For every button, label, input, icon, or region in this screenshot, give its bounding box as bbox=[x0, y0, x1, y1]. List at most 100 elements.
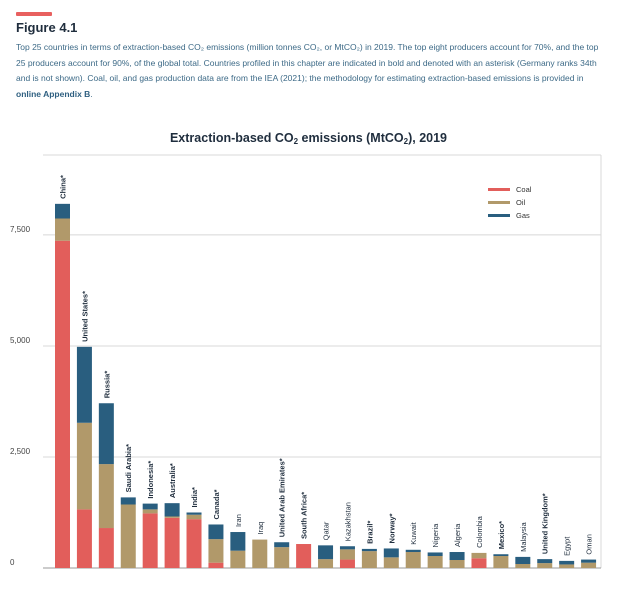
bar-segment-oil bbox=[405, 552, 421, 568]
legend-swatch-gas bbox=[488, 214, 510, 217]
bar-segment-gas bbox=[274, 542, 290, 548]
y-tick-label: 7,500 bbox=[10, 225, 31, 234]
bar-segment-coal bbox=[76, 509, 92, 568]
bar-segment-oil bbox=[471, 552, 487, 559]
bar-segment-gas bbox=[76, 346, 92, 423]
bar-segment-gas bbox=[581, 559, 597, 563]
country-label: Mexico* bbox=[497, 521, 506, 549]
country-label: Oman bbox=[585, 534, 594, 554]
country-label: China* bbox=[59, 175, 68, 199]
country-label: Saudi Arabia* bbox=[124, 444, 133, 493]
bar-segment-oil bbox=[537, 563, 553, 568]
bar-segment-oil bbox=[120, 504, 136, 568]
y-tick-label: 2,500 bbox=[10, 447, 31, 456]
figure-label: Figure 4.1 bbox=[16, 20, 78, 35]
bar-segment-oil bbox=[252, 539, 268, 568]
country-label: Nigeria bbox=[431, 523, 440, 548]
country-label: Kazakhstan bbox=[343, 502, 352, 541]
country-label: Norway* bbox=[387, 513, 396, 543]
bar-segment-coal bbox=[296, 544, 312, 568]
bar-segment-coal bbox=[164, 517, 180, 568]
country-label: Iran bbox=[234, 514, 243, 527]
legend-label-gas: Gas bbox=[516, 211, 530, 220]
legend-label-oil: Oil bbox=[516, 198, 526, 207]
bar-segment-gas bbox=[339, 546, 355, 550]
bar-segment-oil bbox=[55, 218, 70, 241]
country-label: Canada* bbox=[212, 489, 221, 519]
y-tick-label: 5,000 bbox=[10, 336, 31, 345]
country-label: Russia* bbox=[102, 371, 111, 399]
bar-segment-oil bbox=[142, 509, 158, 514]
bar-segment-gas bbox=[318, 545, 334, 560]
country-label: United States* bbox=[80, 291, 89, 342]
country-label: Algeria bbox=[453, 523, 462, 547]
bar-segment-gas bbox=[164, 503, 180, 517]
bar-segment-gas bbox=[537, 559, 553, 564]
bar-segment-gas bbox=[383, 548, 399, 558]
country-label: India* bbox=[190, 487, 199, 508]
bar-segment-coal bbox=[208, 562, 224, 568]
bar-segment-gas bbox=[493, 554, 509, 557]
bar-segment-gas bbox=[361, 548, 377, 552]
legend-swatch-coal bbox=[488, 188, 510, 191]
bar-segment-gas bbox=[208, 524, 224, 540]
bar-segment-oil bbox=[383, 557, 399, 568]
country-label: United Arab Emirates* bbox=[278, 458, 287, 537]
appendix-link[interactable]: online Appendix B bbox=[16, 88, 91, 99]
bar-segment-coal bbox=[55, 240, 70, 568]
bar-segment-coal bbox=[186, 519, 202, 568]
bar-segment-oil bbox=[208, 539, 224, 563]
bar-segment-coal bbox=[471, 558, 487, 568]
bar-segment-gas bbox=[55, 203, 70, 219]
country-label: Iraq bbox=[256, 522, 265, 535]
bar-segment-oil bbox=[186, 514, 202, 520]
chart-title-sub: 2 bbox=[293, 137, 299, 146]
bar-segment-oil bbox=[76, 422, 92, 510]
bar-segment-gas bbox=[449, 552, 465, 561]
bar-segment-gas bbox=[186, 512, 202, 515]
bar-segment-oil bbox=[427, 556, 443, 568]
bar-segment-coal bbox=[142, 513, 158, 568]
chart-title: Extraction-based CO2 emissions (MtCO2), … bbox=[0, 131, 617, 146]
bar-segment-coal bbox=[339, 559, 355, 568]
country-label: Malaysia bbox=[519, 521, 528, 551]
bar-segment-oil bbox=[164, 516, 180, 518]
chart-title-end: ), 2019 bbox=[408, 131, 448, 145]
legend-label-coal: Coal bbox=[516, 185, 532, 194]
country-label: South Africa* bbox=[300, 492, 309, 539]
bar-segment-gas bbox=[230, 532, 246, 551]
legend-swatch-oil bbox=[488, 201, 510, 204]
country-label: Indonesia* bbox=[146, 461, 155, 499]
bar-segment-oil bbox=[98, 464, 114, 529]
bar-segment-oil bbox=[581, 562, 597, 568]
bar-segment-oil bbox=[361, 551, 377, 568]
country-label: United Kingdom* bbox=[541, 493, 550, 554]
caption-text: Top 25 countries in terms of extraction-… bbox=[16, 42, 599, 83]
y-tick-label: 0 bbox=[10, 558, 15, 567]
caption-text: . bbox=[90, 88, 93, 99]
bar-segment-gas bbox=[559, 560, 575, 565]
bar-segment-oil bbox=[274, 547, 290, 568]
country-label: Colombia bbox=[475, 515, 484, 548]
country-label: Australia* bbox=[168, 463, 177, 498]
country-label: Kuwait bbox=[409, 521, 418, 544]
bar-segment-gas bbox=[142, 503, 158, 510]
country-label: Egypt bbox=[563, 536, 572, 556]
chart-title-rest: emissions (MtCO bbox=[298, 131, 404, 145]
bar-segment-gas bbox=[515, 556, 531, 565]
country-label: Qatar bbox=[322, 521, 331, 540]
bar-segment-gas bbox=[427, 552, 443, 557]
bar-segment-oil bbox=[515, 564, 531, 568]
bar-segment-coal bbox=[98, 528, 114, 568]
figure-accent-bar bbox=[16, 12, 52, 16]
bar-segment-oil bbox=[493, 556, 509, 568]
bar-segment-oil bbox=[339, 549, 355, 560]
bar-segment-gas bbox=[120, 497, 136, 505]
bar-segment-oil bbox=[449, 560, 465, 568]
country-label: Brazil* bbox=[365, 520, 374, 543]
chart-title-main: Extraction-based CO bbox=[169, 131, 294, 145]
chart-title-sub2: 2 bbox=[403, 137, 409, 146]
bar-segment-oil bbox=[230, 550, 246, 568]
figure-caption: Top 25 countries in terms of extraction-… bbox=[16, 40, 608, 102]
